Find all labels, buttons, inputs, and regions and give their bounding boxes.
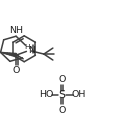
- Polygon shape: [1, 52, 17, 57]
- Text: HO: HO: [39, 90, 53, 99]
- Text: O: O: [13, 66, 20, 75]
- Text: O: O: [58, 75, 66, 84]
- Text: OH: OH: [72, 90, 86, 99]
- Text: NH: NH: [10, 26, 24, 35]
- Text: N: N: [28, 46, 35, 55]
- Text: S: S: [59, 90, 66, 100]
- Text: H: H: [25, 44, 30, 50]
- Text: O: O: [58, 106, 66, 115]
